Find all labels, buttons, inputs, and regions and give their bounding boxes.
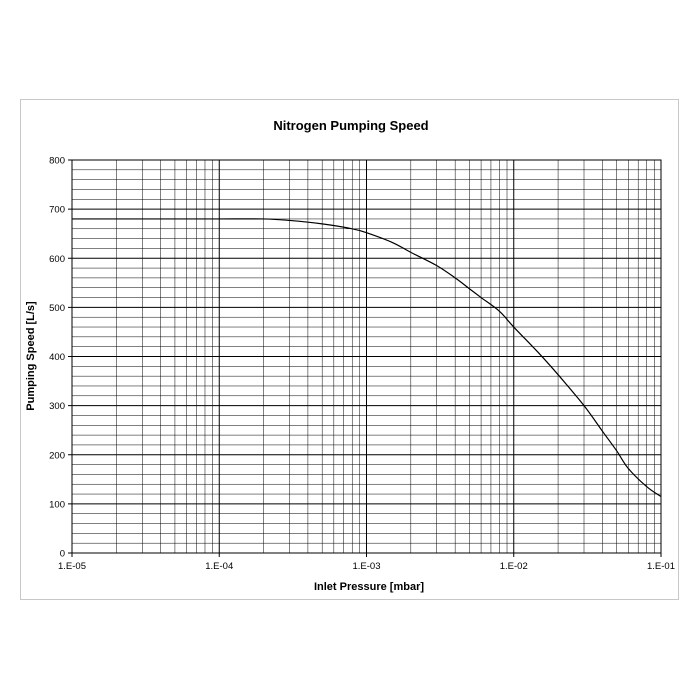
y-tick-label: 100: [49, 499, 65, 510]
y-tick-label: 200: [49, 450, 65, 461]
x-tick-label: 1.E-02: [500, 561, 528, 572]
y-tick-label: 300: [49, 401, 65, 412]
chart-frame: Nitrogen Pumping Speed 0 100 200 300 400 500 6…: [20, 99, 679, 600]
y-tick-label: 700: [49, 205, 65, 216]
y-axis-title: Pumping Speed [L/s]: [25, 301, 37, 411]
x-tick-label: 1.E-01: [647, 561, 675, 572]
y-tick-label: 500: [49, 303, 65, 314]
series-line: [71, 218, 662, 498]
y-tick-label: 400: [49, 352, 65, 363]
y-tick-label: 800: [49, 156, 65, 167]
plot-area-border: [71, 159, 662, 554]
tick-label-layer: 0 100 200 300 400 500 600 700 800 1.E-05 1.E-04 1.E…: [49, 156, 675, 573]
y-tick-label: 0: [60, 549, 65, 560]
x-axis-title: Inlet Pressure [mbar]: [314, 581, 424, 593]
chart-svg: Nitrogen Pumping Speed 0 100 200 300 400 500 6…: [25, 118, 675, 593]
x-tick-label: 1.E-05: [58, 561, 86, 572]
y-tick-label: 600: [49, 254, 65, 265]
grid-layer: [71, 159, 661, 554]
x-tick-label: 1.E-04: [205, 561, 233, 572]
chart-title: Nitrogen Pumping Speed: [273, 118, 428, 133]
x-tick-label: 1.E-03: [353, 561, 381, 572]
series-layer: [71, 218, 662, 498]
